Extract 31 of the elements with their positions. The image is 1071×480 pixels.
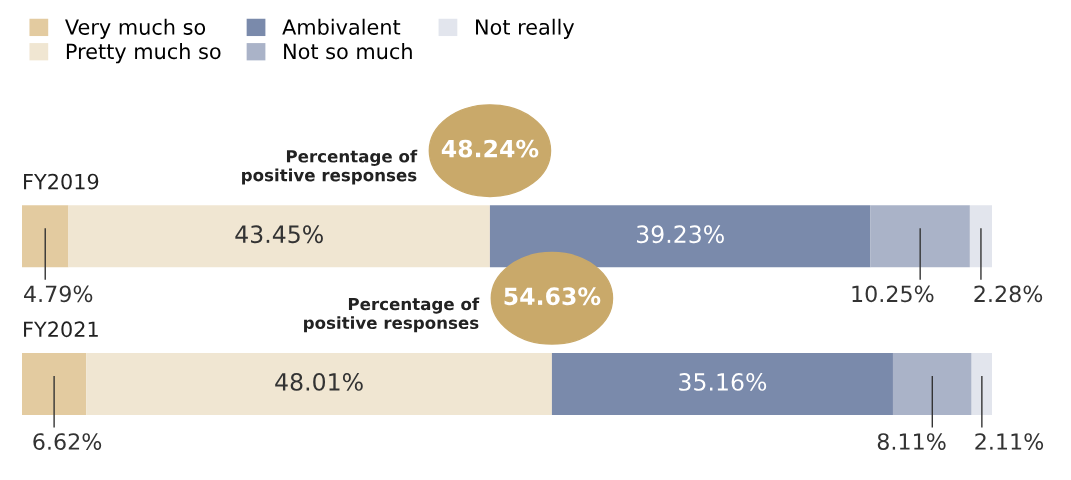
annotation: 48.24% <box>441 139 539 158</box>
data-label: 8.11% <box>877 433 946 450</box>
bar <box>551 352 893 416</box>
legend-label: Pretty much so <box>66 43 221 64</box>
y-tick-label: FY2019 <box>24 173 99 190</box>
data-label: 39.23% <box>636 225 724 244</box>
data-label: 6.62% <box>33 433 102 450</box>
data-label: 10.25% <box>852 285 934 303</box>
data-label: 48.01% <box>275 372 363 391</box>
legend-label: Ambivalent <box>282 18 401 35</box>
bar <box>971 352 992 416</box>
data-label: 2.11% <box>975 433 1044 450</box>
bar <box>870 205 970 268</box>
bar <box>86 352 552 416</box>
data-label: 4.79% <box>24 285 93 303</box>
data-label: 35.16% <box>679 372 767 391</box>
bar <box>22 205 69 268</box>
data-label: 2.28% <box>974 285 1043 303</box>
legend-label: Not really <box>476 18 575 39</box>
bar <box>489 205 871 268</box>
bar <box>68 205 490 268</box>
annotation: Percentage of positive responses <box>242 149 418 185</box>
bar <box>892 352 972 416</box>
bar <box>969 205 992 268</box>
annotation: 54.63% <box>504 287 601 306</box>
legend-label: Very much so <box>65 18 206 39</box>
y-tick-label: FY2021 <box>24 321 98 338</box>
bar <box>22 352 87 416</box>
legend-label: Not so much <box>284 43 412 60</box>
annotation: Percentage of positive responses <box>304 297 480 333</box>
data-label: 43.45% <box>235 225 323 244</box>
